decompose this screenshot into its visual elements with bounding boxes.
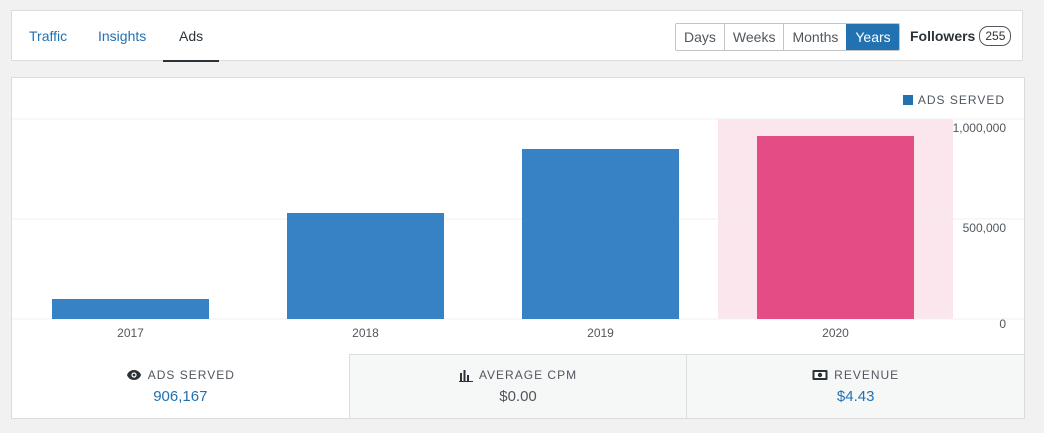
bar-2018[interactable]: [287, 213, 444, 319]
stats-navigation: Traffic Insights Ads Days Weeks Months Y…: [11, 10, 1023, 62]
x-tick-label: 2020: [822, 326, 849, 340]
stat-revenue-label-row: REVENUE: [687, 368, 1024, 382]
period-days-button[interactable]: Days: [676, 24, 724, 50]
eye-icon: [126, 369, 142, 381]
ads-chart-panel: 0 500,000 1,000,000 2017 2018 2019 2020 ADS SE…: [11, 77, 1025, 419]
stat-average-cpm-label: AVERAGE CPM: [478, 368, 578, 382]
tab-insights[interactable]: Insights: [98, 28, 147, 44]
x-tick-label: 2018: [352, 326, 379, 340]
y-tick-label: 1,000,000: [953, 121, 1007, 135]
followers-label: Followers: [910, 28, 976, 44]
stat-ads-served-value: 906,167: [153, 388, 208, 405]
period-years-button[interactable]: Years: [846, 24, 899, 50]
stat-average-cpm-label-row: AVERAGE CPM: [350, 368, 687, 382]
period-selector: Days Weeks Months Years: [675, 23, 900, 51]
y-tick-label: 500,000: [963, 221, 1007, 235]
stat-revenue-label: REVENUE: [834, 368, 900, 382]
tab-ads[interactable]: Ads: [162, 11, 220, 62]
stat-revenue-value: $4.43: [836, 388, 875, 405]
bar-2019[interactable]: [522, 149, 679, 319]
bar-chart-icon: [458, 369, 473, 382]
bar-2020[interactable]: [757, 136, 914, 319]
x-tick-label: 2017: [117, 326, 144, 340]
tab-traffic[interactable]: Traffic: [29, 28, 68, 44]
stat-revenue[interactable]: REVENUE $4.43: [686, 354, 1025, 418]
legend-swatch: [902, 95, 913, 105]
summary-stats: ADS SERVED 906,167 AVERAGE CPM $0.00 REV…: [12, 354, 1025, 418]
chart-legend: ADS SERVED: [902, 93, 1005, 107]
period-weeks-button[interactable]: Weeks: [723, 24, 784, 50]
stat-average-cpm[interactable]: AVERAGE CPM $0.00: [348, 354, 687, 418]
bar-2017[interactable]: [52, 299, 209, 319]
followers-count-badge: 255: [979, 26, 1012, 46]
period-months-button[interactable]: Months: [783, 24, 847, 50]
ads-bar-chart: 0 500,000 1,000,000 2017 2018 2019 2020: [12, 118, 1024, 340]
stat-average-cpm-value: $0.00: [499, 388, 537, 405]
money-icon: [812, 369, 828, 381]
stat-ads-served[interactable]: ADS SERVED 906,167: [12, 354, 349, 418]
x-tick-label: 2019: [587, 326, 614, 340]
y-tick-label: 0: [999, 317, 1006, 331]
followers-button[interactable]: Followers 255: [910, 23, 1012, 49]
stat-ads-served-label-row: ADS SERVED: [12, 368, 349, 382]
stat-ads-served-label: ADS SERVED: [147, 368, 235, 382]
legend-label: ADS SERVED: [917, 93, 1005, 107]
